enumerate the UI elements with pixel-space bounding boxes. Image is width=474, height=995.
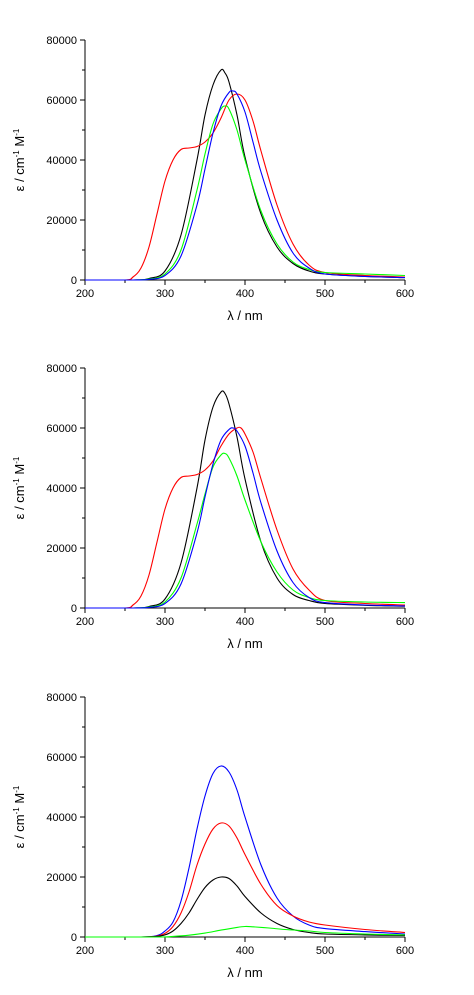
- y-tick-label: 40000: [46, 483, 77, 495]
- y-tick-label: 60000: [46, 423, 77, 435]
- y-tick-label: 40000: [46, 812, 77, 824]
- y-tick-label: 20000: [46, 215, 77, 227]
- x-tick-label: 200: [76, 945, 94, 957]
- series-line-1: [85, 68, 406, 281]
- x-tick-label: 200: [76, 616, 94, 628]
- series-line-3: [84, 452, 406, 609]
- x-tick-label: 200: [76, 288, 94, 300]
- y-axis-title: ε / cm-1 M-1: [12, 128, 27, 191]
- x-tick-label: 400: [236, 288, 254, 300]
- chart-panel-2: 200 300 400 500 600 0 20000 40000 60000 80000 λ / …: [12, 363, 414, 651]
- series-line-1: [84, 390, 406, 609]
- series-line-3: [85, 876, 406, 938]
- series-line-2: [84, 426, 406, 609]
- y-tick-label: 40000: [46, 155, 77, 167]
- y-tick-label: 0: [71, 275, 77, 287]
- x-tick-label: 300: [156, 945, 174, 957]
- y-tick-label: 0: [71, 932, 77, 944]
- y-tick-label: 60000: [46, 95, 77, 107]
- chart-panel-3: 200 300 400 500 600 0 20000 40000 60000 80000 λ / …: [12, 692, 414, 980]
- y-tick-label: 60000: [46, 752, 77, 764]
- x-tick-label: 300: [156, 288, 174, 300]
- y-tick-label: 20000: [46, 872, 77, 884]
- x-tick-label: 400: [236, 945, 254, 957]
- x-tick-label: 600: [396, 288, 414, 300]
- y-tick-label: 80000: [46, 363, 77, 375]
- x-tick-label: 500: [316, 288, 334, 300]
- x-tick-label: 500: [316, 616, 334, 628]
- x-axis-title: λ / nm: [227, 965, 262, 980]
- series-line-1: [85, 765, 406, 938]
- chart-panel-1: 200 300 400 500 600 0 20000 40000 60000 80000 λ / …: [12, 35, 414, 323]
- series-line-4: [84, 427, 406, 609]
- y-axis-title: ε / cm-1 M-1: [12, 785, 27, 848]
- series-line-2: [85, 93, 406, 281]
- series-line-2: [85, 822, 406, 938]
- series-line-3: [85, 105, 406, 281]
- x-tick-label: 400: [236, 616, 254, 628]
- y-tick-label: 80000: [46, 692, 77, 704]
- y-tick-label: 0: [71, 603, 77, 615]
- y-tick-label: 20000: [46, 543, 77, 555]
- x-axis-title: λ / nm: [227, 636, 262, 651]
- y-axis-title: ε / cm-1 M-1: [12, 456, 27, 519]
- x-tick-label: 500: [316, 945, 334, 957]
- series-line-4: [85, 90, 406, 281]
- x-tick-label: 300: [156, 616, 174, 628]
- x-tick-label: 600: [396, 945, 414, 957]
- series-line-4: [85, 925, 406, 938]
- x-tick-label: 600: [396, 616, 414, 628]
- x-axis-title: λ / nm: [227, 308, 262, 323]
- y-tick-label: 80000: [46, 35, 77, 47]
